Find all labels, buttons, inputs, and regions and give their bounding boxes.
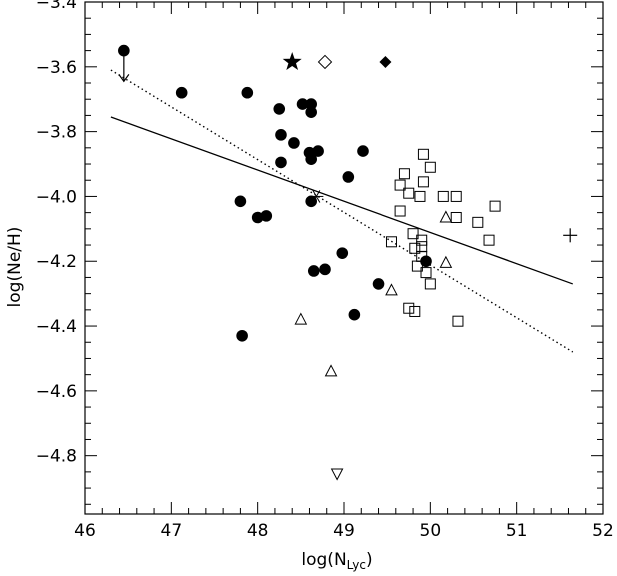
y-tick-label: −4.4 bbox=[36, 317, 77, 337]
point-open-square bbox=[394, 179, 406, 191]
point-filled-circle bbox=[275, 156, 287, 169]
point-open-square bbox=[437, 190, 449, 202]
point-open-square bbox=[483, 234, 495, 246]
point-filled-star bbox=[282, 51, 302, 71]
fit-lines bbox=[110, 69, 574, 353]
point-open-square bbox=[489, 200, 501, 212]
point-filled-circle bbox=[305, 98, 317, 110]
point-filled-circle bbox=[319, 263, 331, 276]
point-open-square bbox=[424, 278, 436, 290]
point-filled-circle bbox=[118, 44, 130, 57]
asterisk-stroke bbox=[312, 190, 321, 203]
point-open-square bbox=[416, 234, 428, 246]
point-filled-circle bbox=[175, 86, 188, 99]
point-open-square bbox=[385, 236, 397, 248]
point-filled-circle bbox=[288, 137, 300, 149]
solid-fit-line bbox=[110, 116, 574, 285]
x-tick-label: 50 bbox=[420, 521, 442, 541]
point-open-square bbox=[403, 302, 415, 314]
y-tick-label: −4.8 bbox=[36, 447, 77, 467]
point-filled-circle bbox=[312, 145, 324, 157]
x-tick-label: 52 bbox=[592, 521, 614, 541]
x-tick-label: 46 bbox=[74, 521, 96, 541]
x-tick-label: 49 bbox=[333, 521, 355, 541]
y-tick-labels: −3.4 −3.6 −3.8 −4.0 −4.2 −4.4 −4.6 −4.8 bbox=[36, 0, 77, 467]
point-filled-circle bbox=[305, 195, 317, 208]
point-open-triangle-up bbox=[294, 312, 308, 325]
point-open-square bbox=[409, 305, 421, 317]
arrow-head bbox=[118, 74, 130, 83]
point-filled-circle bbox=[307, 265, 320, 277]
data-points bbox=[118, 44, 578, 481]
point-filled-circle bbox=[251, 211, 264, 224]
x-tick-labels: 46 47 48 49 50 51 52 bbox=[74, 521, 614, 541]
upper-limit-arrow bbox=[118, 53, 130, 83]
x-tick-label: 51 bbox=[506, 521, 528, 541]
point-plus bbox=[563, 228, 578, 243]
y-tick-label: −3.6 bbox=[36, 58, 77, 78]
point-open-triangle-up bbox=[324, 364, 338, 377]
point-open-square bbox=[424, 161, 436, 173]
point-open-square bbox=[409, 242, 421, 254]
point-filled-diamond bbox=[379, 55, 392, 68]
point-open-square bbox=[407, 228, 419, 240]
x-tick-label: 48 bbox=[247, 521, 269, 541]
point-filled-circle bbox=[305, 106, 317, 118]
point-open-square bbox=[417, 148, 429, 160]
point-open-square bbox=[414, 190, 426, 202]
point-filled-circle bbox=[357, 145, 369, 157]
point-open-square bbox=[394, 205, 406, 217]
point-filled-circle bbox=[342, 171, 355, 183]
point-filled-circle bbox=[260, 210, 273, 222]
point-open-square bbox=[450, 211, 462, 223]
x-tick-label: 47 bbox=[161, 521, 183, 541]
point-open-triangle-up bbox=[439, 210, 453, 223]
point-open-triangle-down bbox=[330, 468, 344, 481]
point-open-triangle-up bbox=[439, 255, 453, 268]
y-tick-label: −4.0 bbox=[36, 187, 77, 207]
y-tick-label: −3.8 bbox=[36, 123, 77, 143]
dotted-fit-line bbox=[110, 69, 574, 353]
point-open-square bbox=[472, 216, 484, 228]
point-open-square bbox=[398, 168, 410, 180]
point-filled-circle bbox=[273, 103, 286, 115]
point-asterisk bbox=[309, 190, 324, 203]
point-filled-circle bbox=[336, 247, 349, 259]
point-filled-circle bbox=[241, 86, 254, 99]
point-open-square bbox=[403, 187, 415, 199]
point-filled-circle bbox=[348, 308, 361, 321]
point-open-diamond bbox=[317, 54, 333, 70]
point-open-square bbox=[411, 260, 423, 272]
point-filled-circle bbox=[275, 129, 287, 141]
axis-ticks bbox=[84, 1, 604, 514]
point-open-square bbox=[417, 176, 429, 188]
point-open-square bbox=[452, 315, 464, 327]
y-tick-label: −4.2 bbox=[36, 252, 77, 272]
point-filled-circle bbox=[296, 98, 309, 110]
y-axis-title: log(Ne/H) bbox=[5, 227, 25, 308]
point-open-square bbox=[450, 190, 462, 202]
y-tick-label: −3.4 bbox=[36, 0, 77, 13]
x-axis-title: log(NLyc) bbox=[301, 550, 372, 572]
point-open-square bbox=[420, 267, 432, 279]
point-filled-circle bbox=[234, 195, 247, 208]
point-filled-circle bbox=[372, 278, 385, 290]
point-open-triangle-up bbox=[385, 283, 398, 296]
point-filled-circle bbox=[305, 153, 317, 165]
point-filled-circle bbox=[236, 329, 248, 342]
y-tick-label: −4.6 bbox=[36, 382, 77, 402]
